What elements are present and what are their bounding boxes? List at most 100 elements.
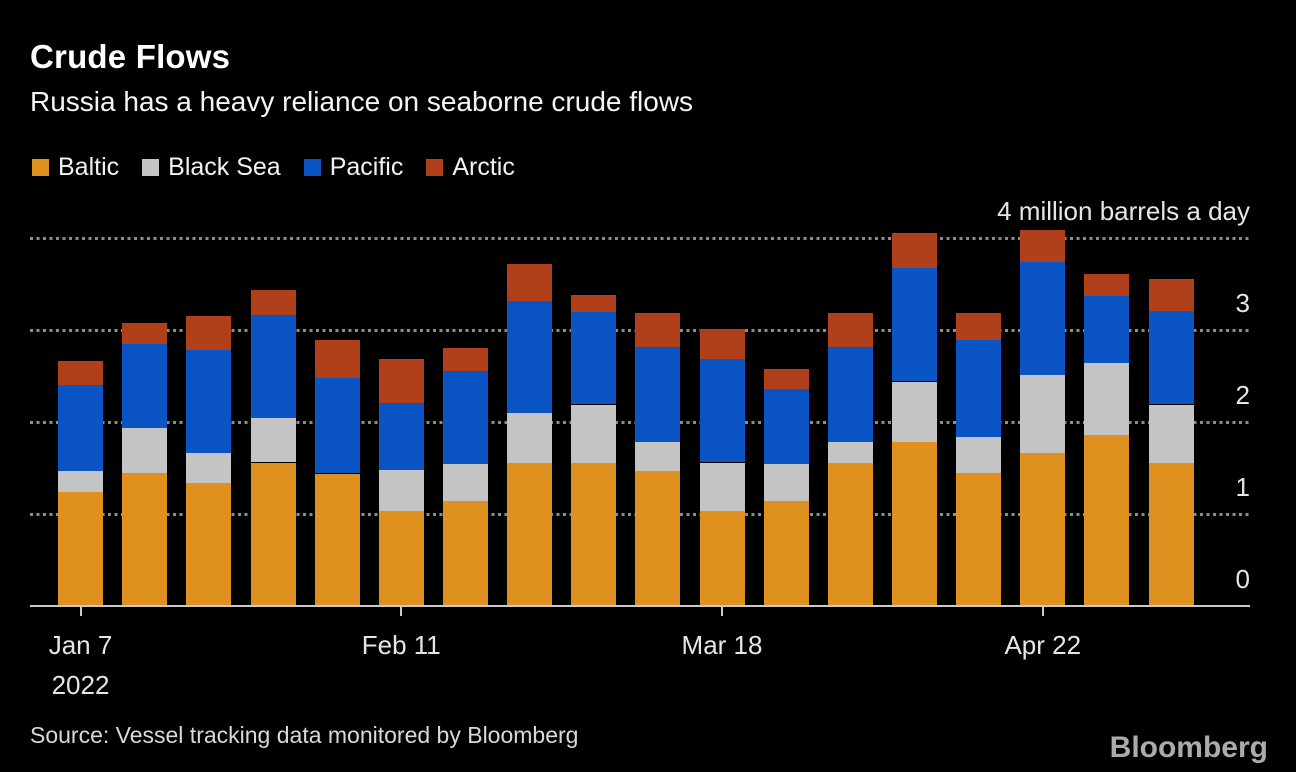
x-axis-label: Mar 18 xyxy=(681,630,763,660)
bar-segment-arctic xyxy=(507,263,553,301)
bar-segment-black-sea xyxy=(1020,375,1066,454)
arctic-swatch-icon xyxy=(426,159,444,176)
bar-segment-baltic xyxy=(58,491,103,606)
bar-segment-baltic xyxy=(956,472,1002,606)
bar-segment-arctic xyxy=(571,295,617,312)
baltic-swatch-icon xyxy=(32,159,49,176)
legend-item-arctic: Arctic xyxy=(426,153,515,182)
bar-segment-pacific xyxy=(186,350,232,454)
x-axis-year-label: 2022 xyxy=(51,670,110,700)
legend-item-black-sea: Black Sea xyxy=(142,153,281,182)
bar-segment-baltic xyxy=(1020,453,1066,606)
y-axis-label: 2 xyxy=(1235,380,1250,410)
bar-segment-pacific xyxy=(442,370,488,465)
x-axis-label: Jan 7 xyxy=(48,630,113,660)
bar-segment-pacific xyxy=(571,311,617,405)
legend-label: Black Sea xyxy=(168,153,281,181)
bar-segment-pacific xyxy=(122,343,168,429)
bar-segment-black-sea xyxy=(956,436,1002,473)
bloomberg-logo: Bloomberg xyxy=(1109,731,1268,764)
bar-segment-baltic xyxy=(378,511,424,606)
bar-segment-pacific xyxy=(635,346,681,443)
chart-subtitle: Russia has a heavy reliance on seaborne … xyxy=(30,86,694,117)
source-note: Source: Vessel tracking data monitored b… xyxy=(30,722,579,748)
bar-segment-baltic xyxy=(507,463,553,606)
bar-segment-black-sea xyxy=(635,442,681,471)
bar-segment-black-sea xyxy=(892,381,937,443)
x-axis-tick xyxy=(79,607,82,616)
legend-label: Arctic xyxy=(452,153,515,181)
bar-segment-black-sea xyxy=(699,462,745,512)
bar-segment-black-sea xyxy=(442,464,488,502)
bar-segment-arctic xyxy=(314,340,360,378)
legend-label: Pacific xyxy=(329,153,404,181)
bar-segment-baltic xyxy=(314,473,360,606)
bar-segment-arctic xyxy=(378,359,424,403)
bar-segment-baltic xyxy=(122,472,168,606)
bar-segment-arctic xyxy=(122,322,168,344)
y-axis-unit-label: 4 million barrels a day xyxy=(997,196,1250,226)
bar-segment-baltic xyxy=(1148,462,1194,606)
bar-segment-pacific xyxy=(378,402,424,470)
bar-segment-black-sea xyxy=(1084,363,1130,435)
y-axis-label: 3 xyxy=(1235,288,1250,318)
bar-segment-pacific xyxy=(699,359,745,463)
legend-label: Baltic xyxy=(58,153,120,181)
bar-segment-arctic xyxy=(956,312,1002,341)
bar-segment-black-sea xyxy=(763,464,809,502)
bar-segment-pacific xyxy=(314,377,360,474)
bar-segment-arctic xyxy=(763,368,809,389)
chart-title: Crude Flows xyxy=(30,38,231,75)
x-axis-tick xyxy=(721,607,723,616)
bar-segment-arctic xyxy=(635,312,681,347)
pacific-swatch-icon xyxy=(303,159,321,176)
bar-segment-baltic xyxy=(1084,434,1130,606)
x-axis-label: Apr 22 xyxy=(1004,630,1082,660)
bar-segment-baltic xyxy=(635,470,681,606)
bar-segment-arctic xyxy=(250,290,296,316)
bar-segment-pacific xyxy=(956,340,1002,437)
bar-segment-baltic xyxy=(827,463,873,606)
bar-segment-black-sea xyxy=(378,469,424,512)
bar-segment-baltic xyxy=(571,462,617,606)
bar-segment-black-sea xyxy=(827,442,873,464)
legend-item-baltic: Baltic xyxy=(32,153,119,182)
bar-segment-arctic xyxy=(1148,278,1194,311)
bar-segment-black-sea xyxy=(122,428,168,473)
legend-item-pacific: Pacific xyxy=(303,153,404,182)
bar-segment-black-sea xyxy=(571,404,617,463)
x-axis-line xyxy=(30,605,1250,607)
bar-segment-baltic xyxy=(699,511,745,606)
bar-segment-pacific xyxy=(827,346,873,443)
bar-segment-arctic xyxy=(892,232,937,268)
x-axis-label: Feb 11 xyxy=(361,630,441,660)
bar-segment-arctic xyxy=(186,316,232,351)
bar-segment-black-sea xyxy=(186,453,232,483)
bar-segment-baltic xyxy=(250,462,296,606)
x-axis-tick xyxy=(400,607,403,616)
bar-segment-arctic xyxy=(442,347,488,371)
legend: Baltic Black Sea Pacific Arctic xyxy=(32,153,515,182)
y-axis-label: 1 xyxy=(1235,472,1250,502)
bar-segment-baltic xyxy=(186,482,232,606)
bar-segment-baltic xyxy=(892,442,937,606)
bar-segment-arctic xyxy=(1020,229,1066,262)
bar-segment-pacific xyxy=(892,267,937,382)
y-axis-label: 0 xyxy=(1235,564,1250,594)
bar-segment-baltic xyxy=(763,501,809,606)
gridline xyxy=(30,237,1250,240)
bar-segment-pacific xyxy=(1148,310,1194,405)
bar-segment-arctic xyxy=(699,329,745,360)
bar-segment-arctic xyxy=(1084,273,1130,296)
bar-segment-black-sea xyxy=(507,412,553,464)
bar-segment-pacific xyxy=(1084,296,1130,364)
bar-segment-black-sea xyxy=(1148,404,1194,463)
bar-segment-pacific xyxy=(58,385,103,471)
bar-segment-black-sea xyxy=(58,470,103,492)
bar-segment-arctic xyxy=(827,312,873,347)
bar-segment-pacific xyxy=(763,388,809,465)
bar-segment-arctic xyxy=(58,361,103,386)
x-axis-tick xyxy=(1041,607,1044,616)
